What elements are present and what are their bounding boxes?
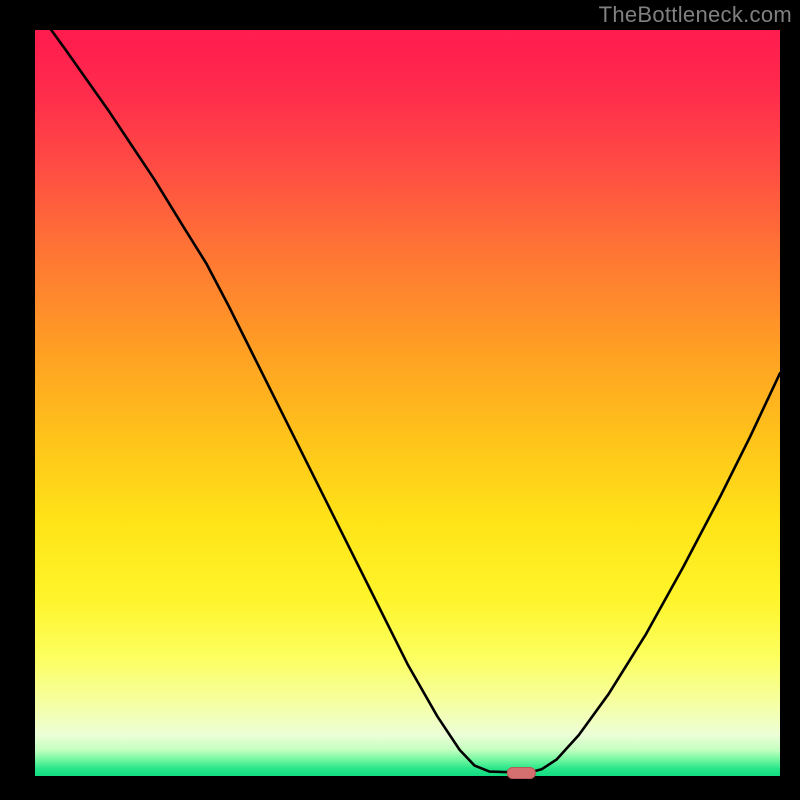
chart-frame: TheBottleneck.com bbox=[0, 0, 800, 800]
curve-line bbox=[35, 30, 780, 776]
attribution-text: TheBottleneck.com bbox=[599, 2, 792, 28]
minimum-marker bbox=[507, 767, 535, 779]
plot-area bbox=[35, 30, 780, 776]
